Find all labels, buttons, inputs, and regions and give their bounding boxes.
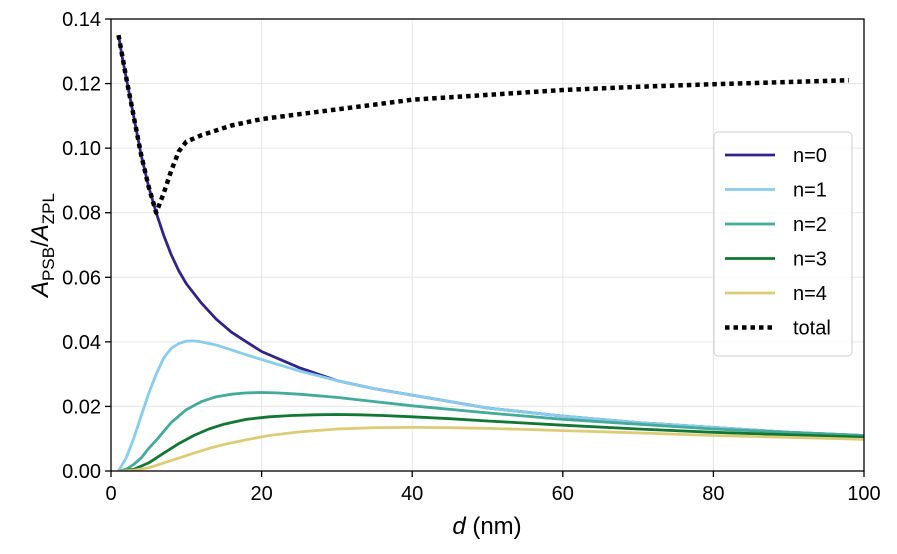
y-tick-label: 0.04 <box>62 332 101 354</box>
series-line-n-3 <box>118 413 864 471</box>
x-tick-label: 0 <box>105 483 116 505</box>
series-layer <box>116 34 864 471</box>
y-label-num-sub: PSB <box>39 247 58 281</box>
legend-label-n-2: n=2 <box>793 214 827 236</box>
x-tick-label: 80 <box>702 483 724 505</box>
y-label-den-sub: ZPL <box>39 193 58 224</box>
y-tick-label: 0.10 <box>62 138 101 160</box>
x-tick-label: 100 <box>847 483 880 505</box>
y-tick-label: 0.14 <box>62 9 101 31</box>
y-tick-label: 0.12 <box>62 74 101 96</box>
y-axis-ticks: 0.00 0.02 0.04 0.06 0.08 0.10 0.12 0.14 <box>62 9 111 483</box>
legend-label-n-3: n=3 <box>793 249 827 271</box>
series-line-n-4 <box>118 425 864 471</box>
y-tick-label: 0.06 <box>62 267 101 289</box>
legend-label-total: total <box>793 318 831 340</box>
x-tick-label: 20 <box>250 483 272 505</box>
legend-label-n-0: n=0 <box>793 145 827 167</box>
y-tick-label: 0.02 <box>62 396 101 418</box>
y-axis-label: APSB/AZPL <box>27 193 58 299</box>
legend-label-n-1: n=1 <box>793 180 827 202</box>
legend: n=0 n=1 n=2 n=3 n=4 total <box>713 131 853 357</box>
legend-label-n-4: n=4 <box>793 283 827 305</box>
y-tick-label: 0.08 <box>62 203 101 225</box>
x-tick-label: 40 <box>401 483 423 505</box>
y-label-separator: / <box>27 240 54 247</box>
y-tick-label: 0.00 <box>62 461 101 483</box>
x-axis-ticks: 0 20 40 60 80 100 <box>105 471 881 505</box>
y-label-den-var: A <box>27 224 54 242</box>
legend-box <box>713 131 853 357</box>
series-line-n-2 <box>118 391 864 471</box>
x-axis-label-unit: (nm) <box>466 513 522 540</box>
plot-frame <box>110 18 865 472</box>
x-axis-label: d (nm) <box>452 513 521 540</box>
x-axis-label-variable: d <box>452 513 466 540</box>
series-line-total <box>116 34 849 215</box>
x-tick-label: 60 <box>552 483 574 505</box>
series-line-n-1 <box>117 339 864 471</box>
y-label-num-var: A <box>27 281 54 299</box>
